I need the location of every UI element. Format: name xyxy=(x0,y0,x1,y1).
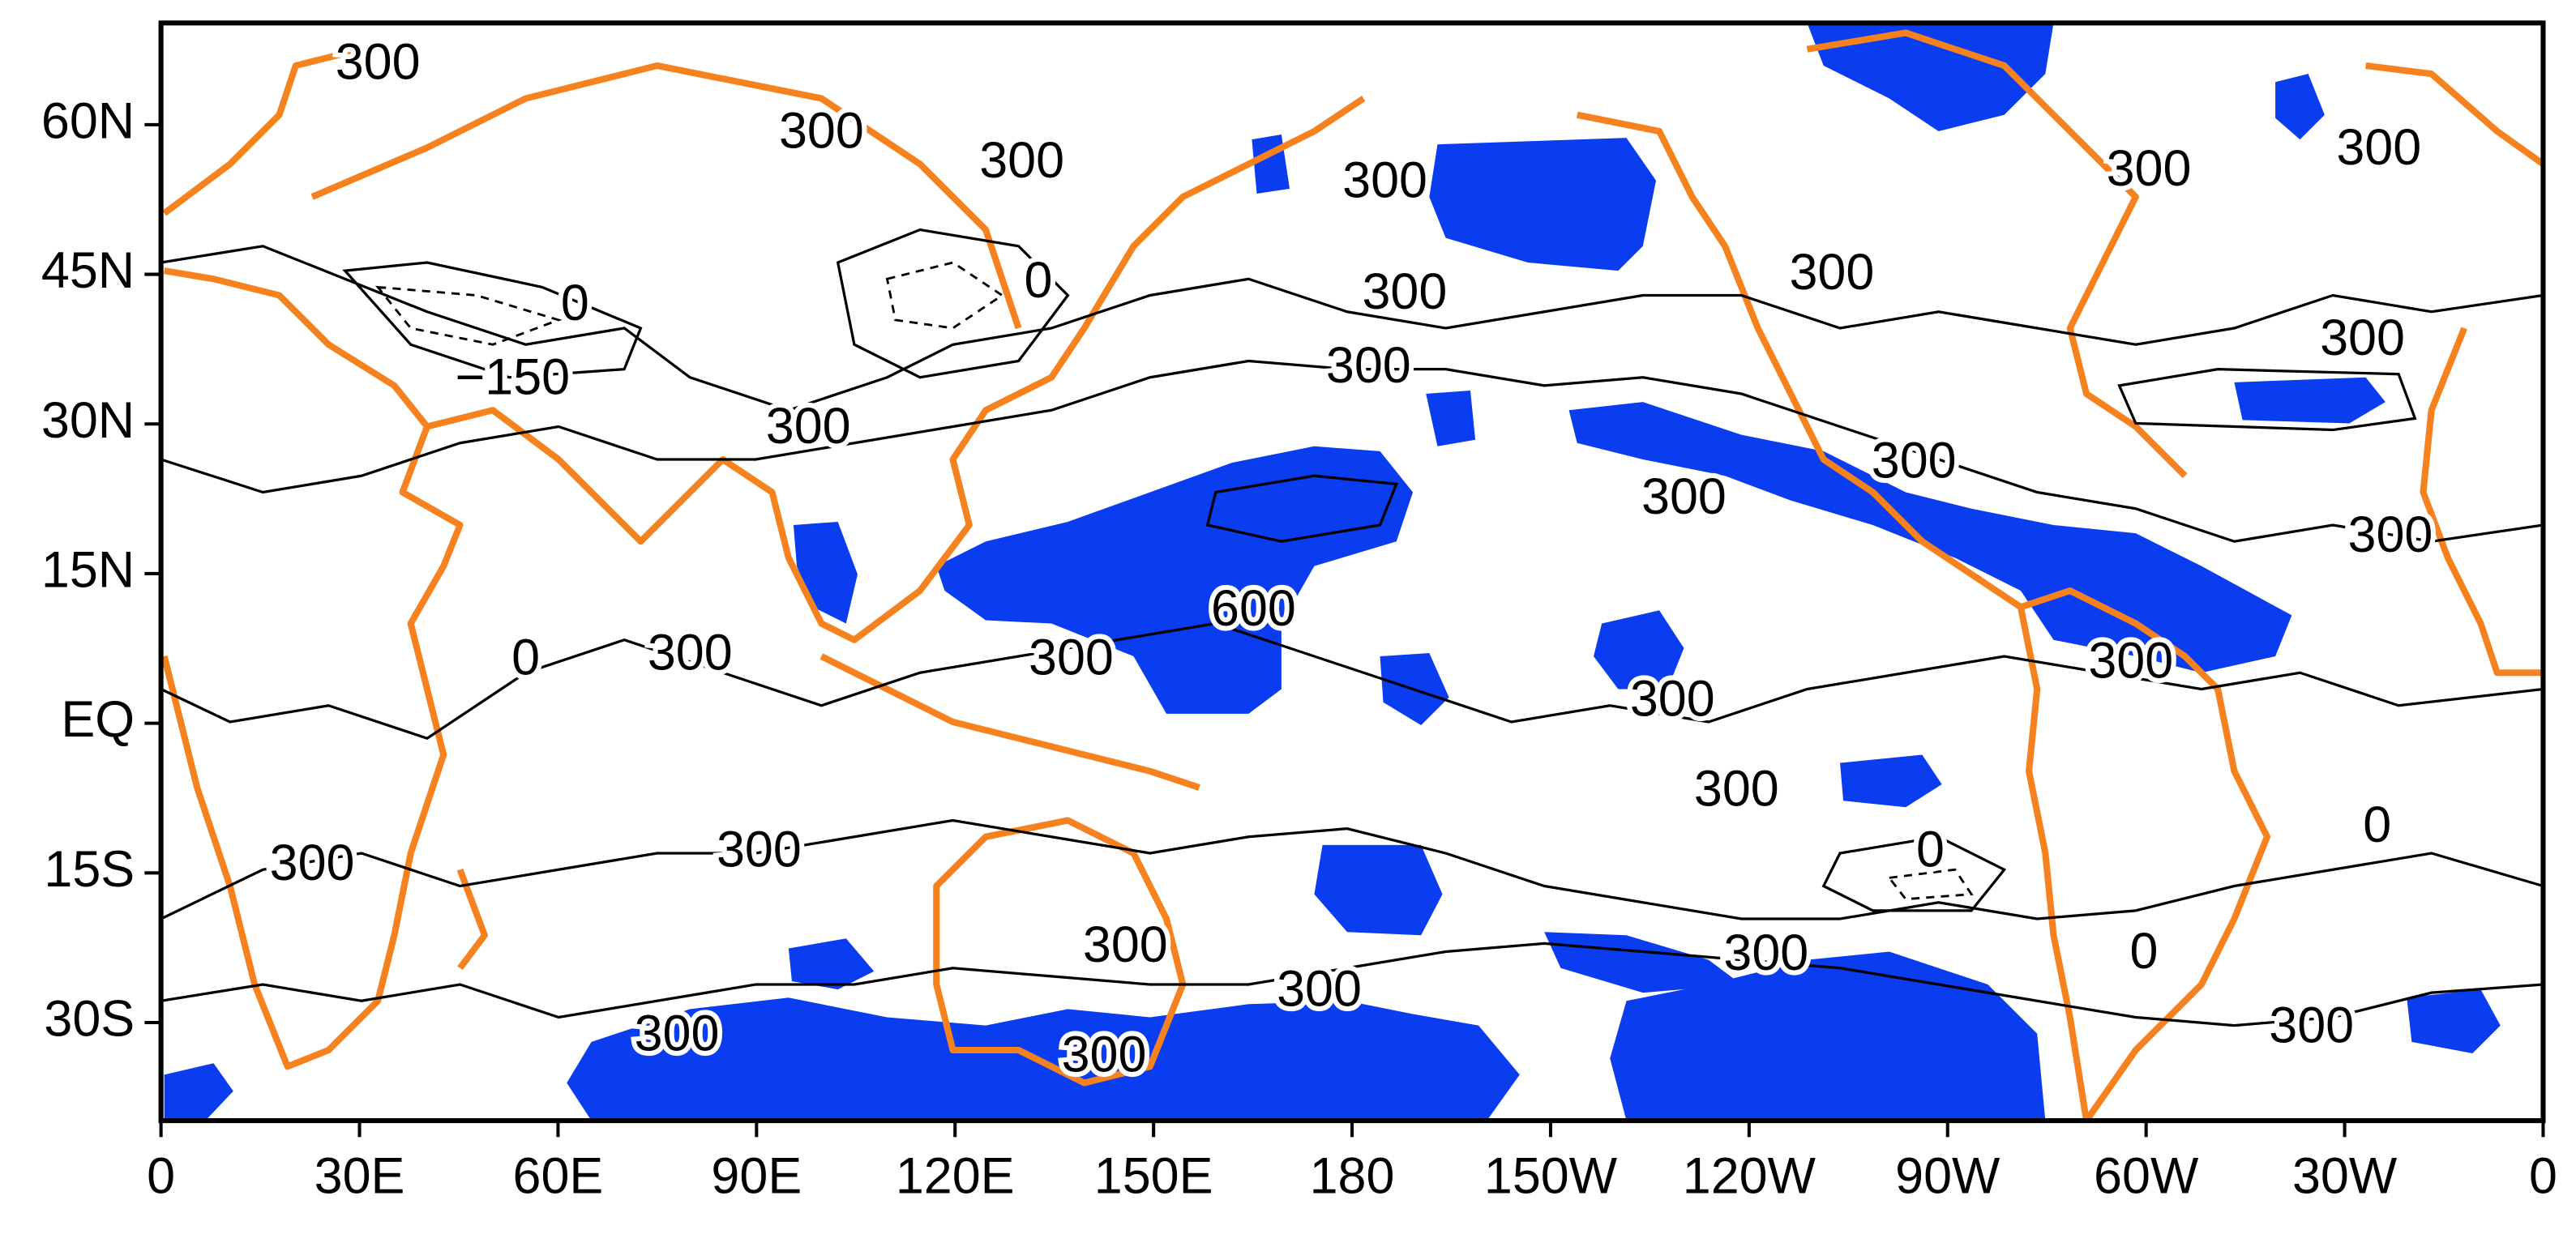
x-tick-label: 0 xyxy=(147,1148,175,1205)
contour-label: 300 xyxy=(648,625,733,681)
contour-label: 0 xyxy=(561,275,589,331)
y-tick-label: 30N xyxy=(41,392,135,449)
contour-label: 300 xyxy=(779,103,864,160)
x-tick-label: 30W xyxy=(2292,1148,2398,1205)
x-tick-label: 180 xyxy=(1310,1148,1395,1205)
contour-label: 300 xyxy=(1872,433,1957,489)
contour-label: 300 xyxy=(1723,925,1808,981)
contour-label: 300 xyxy=(1083,916,1168,973)
contour-label: 0 xyxy=(2129,923,2158,980)
y-tick-label: 30S xyxy=(44,991,135,1048)
contour-label: 300 xyxy=(1326,337,1411,394)
map-area xyxy=(160,23,2544,1121)
contour-label: 300 xyxy=(1277,961,1362,1018)
contour-label: 300 xyxy=(635,1005,720,1061)
x-tick-label: 150E xyxy=(1094,1148,1213,1205)
contour-label: 300 xyxy=(2320,310,2405,366)
y-tick-label: 15N xyxy=(41,542,135,599)
contour-label: 600 xyxy=(1211,580,1296,637)
y-tick-label: 60N xyxy=(41,93,135,150)
contour-label: 300 xyxy=(1062,1027,1147,1083)
x-tick-label: 120W xyxy=(1683,1148,1816,1205)
contour-label: 300 xyxy=(1789,244,1874,301)
contour-label: 0 xyxy=(1916,822,1945,878)
y-tick-label: 15S xyxy=(44,841,135,898)
contour-label: 300 xyxy=(1630,670,1715,727)
contour-label: 300 xyxy=(2348,506,2433,563)
contour-label: 300 xyxy=(270,835,355,891)
x-tick-label: 120E xyxy=(896,1148,1015,1205)
contour-label: 0 xyxy=(2363,796,2391,853)
coastlines xyxy=(160,29,2544,1121)
contour-label: 300 xyxy=(979,132,1064,189)
contour-label: 300 xyxy=(2088,633,2173,690)
x-tick-label: 150W xyxy=(1484,1148,1618,1205)
contour-label: 300 xyxy=(1694,761,1779,818)
contour-label: 300 xyxy=(2107,140,2192,197)
contour-labels: 300 300 300 300 0 0 −150 300 300 300 300 300 300 300 3… xyxy=(265,29,2438,1088)
contour-label: 300 xyxy=(1342,152,1427,208)
x-tick-label: 30E xyxy=(315,1148,405,1205)
contour-label: 300 xyxy=(1362,263,1447,320)
contours xyxy=(160,228,2544,1027)
axis-ticks: 0 30E 60E 90E 120E 150E 180 150W 120W 90W 60W 30W 0 6… xyxy=(41,93,2557,1205)
y-tick-label: 45N xyxy=(41,242,135,299)
contour-label: 300 xyxy=(1641,468,1727,525)
contour-label: 300 xyxy=(766,398,851,455)
x-tick-label: 60W xyxy=(2094,1148,2199,1205)
contour-label: 300 xyxy=(717,822,802,878)
x-tick-label: 60E xyxy=(513,1148,604,1205)
contour-label: 300 xyxy=(2336,119,2421,176)
contour-label: 0 xyxy=(511,630,540,686)
x-tick-label: 0 xyxy=(2529,1148,2557,1205)
x-tick-label: 90E xyxy=(711,1148,802,1205)
x-tick-label: 90W xyxy=(1895,1148,2000,1205)
contour-label: 300 xyxy=(2269,997,2354,1053)
y-tick-label: EQ xyxy=(61,691,135,748)
contour-label: 300 xyxy=(336,34,421,91)
contour-label: −150 xyxy=(456,348,571,405)
contour-label: 0 xyxy=(1024,252,1052,309)
contour-label: 300 xyxy=(1029,630,1114,686)
